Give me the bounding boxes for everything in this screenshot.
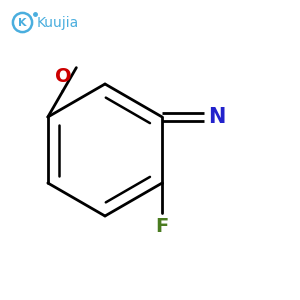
Text: Kuujia: Kuujia [37,16,79,29]
Text: O: O [55,67,71,86]
Text: K: K [18,17,27,28]
Text: F: F [155,217,169,236]
Text: N: N [208,107,225,127]
